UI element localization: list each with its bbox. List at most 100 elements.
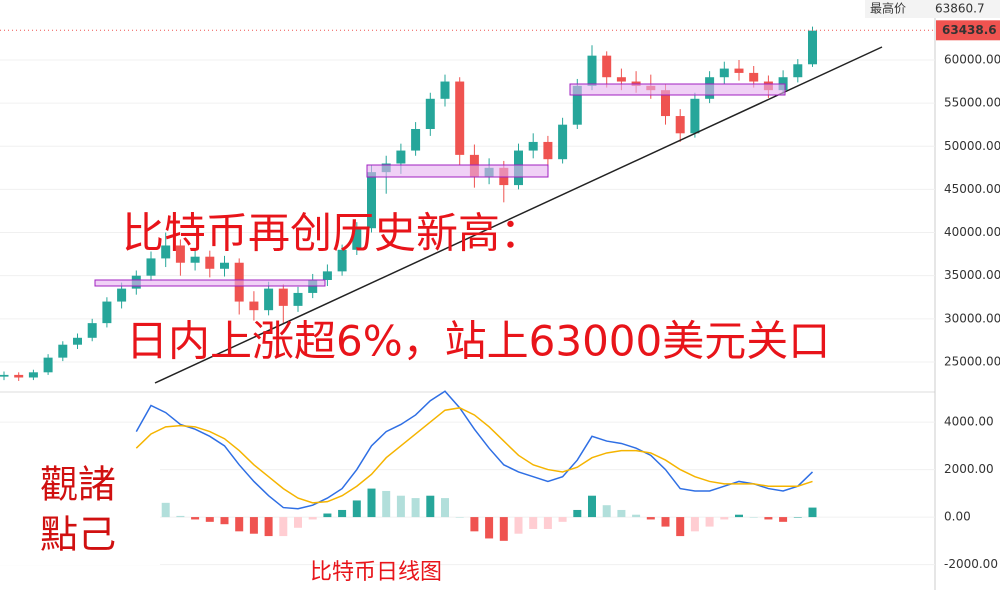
macd-histogram-bar [426, 495, 435, 518]
macd-histogram-bar [558, 517, 567, 522]
macd-histogram-bar [249, 517, 258, 534]
macd-histogram-bar [646, 517, 655, 520]
macd-histogram-bar [602, 505, 611, 518]
macd-histogram-bar [779, 517, 788, 522]
last-price-label: 63438.6 [942, 23, 997, 37]
candle-body [602, 55, 612, 78]
high-price-box [865, 0, 1000, 18]
candle-body [425, 98, 435, 129]
y-tick-label: 40000.00 [944, 225, 1000, 239]
candle-body [102, 301, 112, 324]
candle-body [0, 374, 9, 377]
y-tick-label: 55000.00 [944, 96, 1000, 110]
watermark-box [0, 450, 160, 565]
macd-line [135, 390, 814, 510]
macd-histogram-bar [543, 517, 552, 529]
candle-body [793, 64, 803, 78]
macd-histogram-bar [808, 507, 817, 518]
macd-histogram-bar [661, 517, 670, 527]
macd-histogram-bar [176, 515, 185, 518]
candle-body [205, 256, 215, 269]
macd-histogram-bar [514, 517, 523, 534]
candle-body [734, 68, 744, 73]
macd-histogram-bar [529, 517, 538, 529]
candle-body [117, 288, 127, 302]
caption: 比特币日线图 [310, 560, 442, 585]
candle-body [367, 172, 376, 229]
support-zone [569, 83, 786, 96]
watermark: 觀諸 [40, 463, 116, 507]
macd-histogram-bar [720, 517, 729, 520]
candle-body [352, 228, 362, 250]
macd-histogram-bar [411, 498, 420, 518]
candle-body [220, 262, 229, 269]
macd-histogram-bar [161, 502, 170, 518]
macd-histogram-bar [764, 517, 773, 520]
macd-histogram-bar [352, 500, 361, 518]
y-tick-label: 25000.00 [944, 354, 1000, 368]
candle-body [411, 128, 421, 151]
macd-histogram-bar [632, 514, 641, 518]
candle-body [264, 288, 274, 311]
macd-histogram-bar [382, 490, 391, 518]
candle-body [175, 245, 185, 263]
candle-body [440, 81, 450, 99]
candle-body [146, 258, 156, 276]
macd-histogram-bar [308, 517, 317, 520]
candle-body [278, 288, 288, 306]
macd-histogram-bar [279, 517, 288, 537]
y-tick-label: 30000.00 [944, 311, 1000, 325]
high-price-value: 63860.7 [935, 2, 985, 16]
candle-body [87, 323, 97, 338]
macd-histogram-bar [617, 509, 626, 518]
macd-line [135, 407, 813, 504]
candle-body [719, 68, 729, 78]
candle-body [161, 245, 171, 259]
y-tick-label: -2000.00 [944, 557, 998, 571]
macd-histogram-bar [396, 495, 405, 518]
candle-body [455, 81, 465, 155]
support-zone [94, 279, 326, 287]
y-tick-label: 4000.00 [944, 415, 994, 429]
macd-histogram-bar [205, 517, 214, 522]
candle-body [528, 141, 538, 151]
candle-body [808, 30, 817, 65]
macd-histogram-bar [690, 517, 699, 532]
macd-histogram-bar [455, 517, 464, 518]
macd-histogram-bar [191, 517, 200, 520]
macd-histogram-bar [705, 517, 714, 527]
candle-body [661, 90, 670, 117]
macd-histogram-bar [588, 495, 596, 518]
watermark: 點己 [40, 513, 116, 557]
macd-histogram-bar [573, 509, 582, 518]
candle-body [58, 344, 68, 358]
last-price-box [936, 20, 1000, 41]
macd-histogram-bar [749, 517, 758, 518]
y-tick-label: 60000.00 [944, 52, 1000, 66]
headline: 比特币再创历史新高： [122, 209, 542, 258]
candle-body [572, 85, 582, 125]
headline: 日内上涨超6%，站上63000美元关口 [126, 317, 830, 366]
macd-histogram-bar [470, 517, 479, 532]
candle-body [73, 337, 82, 345]
macd-histogram-bar [367, 488, 376, 518]
candle-body [558, 124, 568, 160]
candle-body [14, 374, 24, 378]
candle-body [616, 77, 626, 82]
candle-body [322, 271, 332, 280]
y-tick-label: 0.00 [944, 510, 971, 524]
candle-body [749, 72, 759, 82]
macd-histogram-bar [264, 517, 273, 537]
y-tick-label: 45000.00 [944, 182, 1000, 196]
high-price-label: 最高价 [870, 1, 906, 16]
macd-histogram-bar [485, 517, 494, 539]
candle-body [293, 292, 303, 306]
macd-histogram-bar [235, 517, 244, 532]
macd-histogram-bar [735, 514, 743, 518]
candle-body [249, 301, 259, 311]
macd-histogram-bar [499, 517, 508, 541]
y-tick-label: 50000.00 [944, 139, 1000, 153]
macd-histogram-bar [676, 517, 685, 537]
